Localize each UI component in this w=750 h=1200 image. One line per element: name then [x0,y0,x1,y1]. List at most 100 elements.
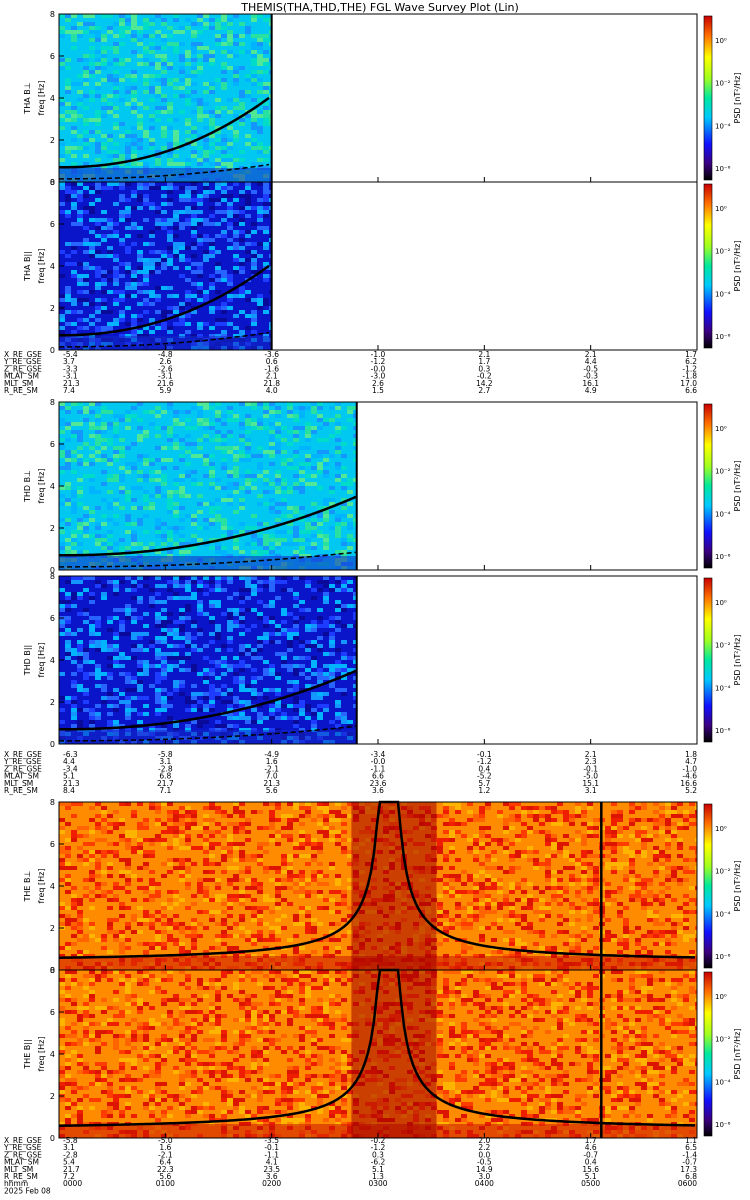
y-tick-label: 8 [50,10,55,19]
colorbar-tick-label: 10⁰ [715,425,727,433]
colorbar-label: PSD [nT²/Hz] [733,635,742,686]
colorbar [704,184,712,348]
y-tick-label: 8 [50,572,55,581]
colorbar-tick-label: 10⁻² [715,248,731,256]
ephemeris-value: 3.6 [372,786,384,795]
colorbar-tick-label: 10⁰ [715,993,727,1001]
colorbar-label: PSD [nT²/Hz] [733,1029,742,1080]
colorbar-tick-label: 10⁻⁴ [715,684,731,692]
spectrogram-panel-4: 02468THD B|| freq [Hz]10⁰10⁻²10⁻⁴10⁻⁶PSD … [23,572,742,749]
y-axis-label: freq [Hz] [37,869,46,904]
ephemeris-value: 4.9 [585,386,597,395]
colorbar-tick-label: 10⁰ [715,599,727,607]
y-tick-label: 0 [50,346,55,355]
ephemeris-value: 6.6 [685,386,697,395]
colorbar [704,16,712,180]
colorbar-tick-label: 10⁻⁶ [715,953,731,961]
y-axis-label: freq [Hz] [37,643,46,678]
colorbar [704,578,712,742]
colorbar-tick-label: 10⁻⁶ [715,727,731,735]
colorbar-label: PSD [nT²/Hz] [733,73,742,124]
y-tick-label: 2 [50,1092,55,1101]
y-tick-label: 4 [50,882,55,891]
ephemeris-value: 5.6 [266,786,278,795]
y-tick-label: 4 [50,94,55,103]
ephemeris-row-label: R_RE_SM [4,386,38,395]
ephemeris-value: 4.0 [266,386,278,395]
y-tick-label: 6 [50,440,55,449]
colorbar-tick-label: 10⁻⁶ [715,165,731,173]
y-tick-label: 8 [50,178,55,187]
ephemeris-value: 1.2 [478,786,490,795]
perigee-band [351,970,436,1138]
colorbar-tick-label: 10⁻² [715,868,731,876]
ephemeris-value: 7.4 [63,386,75,395]
ephemeris-value: 2.7 [478,386,490,395]
y-axis-label: freq [Hz] [37,469,46,504]
y-tick-label: 6 [50,840,55,849]
ephemeris-value: 3.1 [585,786,597,795]
panel-label: THA B|| [23,251,32,282]
y-tick-label: 6 [50,1008,55,1017]
y-tick-label: 8 [50,398,55,407]
y-tick-label: 0 [50,1134,55,1143]
y-axis-label: freq [Hz] [37,1037,46,1072]
ephemeris-block-the: X_RE_GSE -5.8 -5.0 -3.5 -0.2 2.0 1.7 1.1Y_RE_GS… [3,1136,697,1195]
y-tick-label: 2 [50,524,55,533]
perigee-band [351,802,436,970]
y-tick-label: 2 [50,136,55,145]
colorbar-tick-label: 10⁻⁴ [715,910,731,918]
y-tick-label: 4 [50,262,55,271]
y-tick-label: 2 [50,304,55,313]
colorbar [704,972,712,1136]
colorbar-tick-label: 10⁰ [715,205,727,213]
ephemeris-block-tha: X_RE_GSE -5.4 -4.8 -3.6 -1.0 2.1 2.1 1.7Y_RE_GS… [3,350,697,395]
y-tick-label: 4 [50,656,55,665]
spectrogram-panel-2: 02468THA B|| freq [Hz]10⁰10⁻²10⁻⁴10⁻⁶PSD … [23,178,742,355]
ephemeris-value: 0500 [581,1179,600,1188]
ephemeris-value: 0200 [262,1179,281,1188]
y-tick-label: 4 [50,482,55,491]
colorbar-tick-label: 10⁻² [715,1036,731,1044]
colorbar [704,404,712,568]
panel-label: THE B|| [23,1039,32,1069]
ephemeris-value: 0100 [156,1179,175,1188]
ephemeris-value: 0000 [63,1179,82,1188]
y-tick-label: 0 [50,740,55,749]
spectrogram-texture [59,402,357,570]
colorbar-tick-label: 10⁰ [715,825,727,833]
colorbar-label: PSD [nT²/Hz] [733,461,742,512]
colorbar [704,804,712,968]
ephemeris-value: 0400 [475,1179,494,1188]
y-tick-label: 6 [50,614,55,623]
colorbar-tick-label: 10⁻⁶ [715,1121,731,1129]
ephemeris-value: 5.9 [159,386,171,395]
colorbar-tick-label: 10⁻⁶ [715,553,731,561]
y-tick-label: 8 [50,798,55,807]
y-axis-label: freq [Hz] [37,81,46,116]
ephemeris-block-thd: X_RE_GSE -6.3 -5.8 -4.9 -3.4 -0.1 2.1 1.8Y_RE_G… [3,750,697,795]
colorbar-tick-label: 10⁻² [715,468,731,476]
spectrogram-panel-3: 0 2 4 6 8 THD B⊥ freq [Hz] 10⁰ 10⁻² 10⁻⁴ 10⁻⁶ PSD [… [23,398,742,575]
y-axis-label: freq [Hz] [37,249,46,284]
colorbar-tick-label: 10⁻² [715,80,731,88]
plot-title: THEMIS(THA,THD,THE) FGL Wave Survey Plot… [240,1,519,14]
colorbar-tick-label: 10⁰ [715,37,727,45]
colorbar-tick-label: 10⁻⁶ [715,333,731,341]
ephemeris-value: 0300 [368,1179,387,1188]
colorbar-tick-label: 10⁻⁴ [715,122,731,130]
colorbar-label: PSD [nT²/Hz] [733,241,742,292]
colorbar-tick-label: 10⁻⁴ [715,510,731,518]
panel-label: THE B⊥ [23,870,32,902]
ephemeris-value: 1.5 [372,386,384,395]
colorbar-label: PSD [nT²/Hz] [733,861,742,912]
spectrogram-panel-1: 02468THA B⊥ freq [Hz]10⁰10⁻²10⁻⁴10⁻⁶PSD [… [23,10,742,187]
plot-date: 2025 Feb 08 [4,1186,51,1195]
ephemeris-value: 5.2 [685,786,697,795]
y-tick-label: 6 [50,52,55,61]
y-tick-label: 2 [50,698,55,707]
y-tick-label: 8 [50,966,55,975]
y-tick-label: 2 [50,924,55,933]
colorbar-tick-label: 10⁻² [715,642,731,650]
